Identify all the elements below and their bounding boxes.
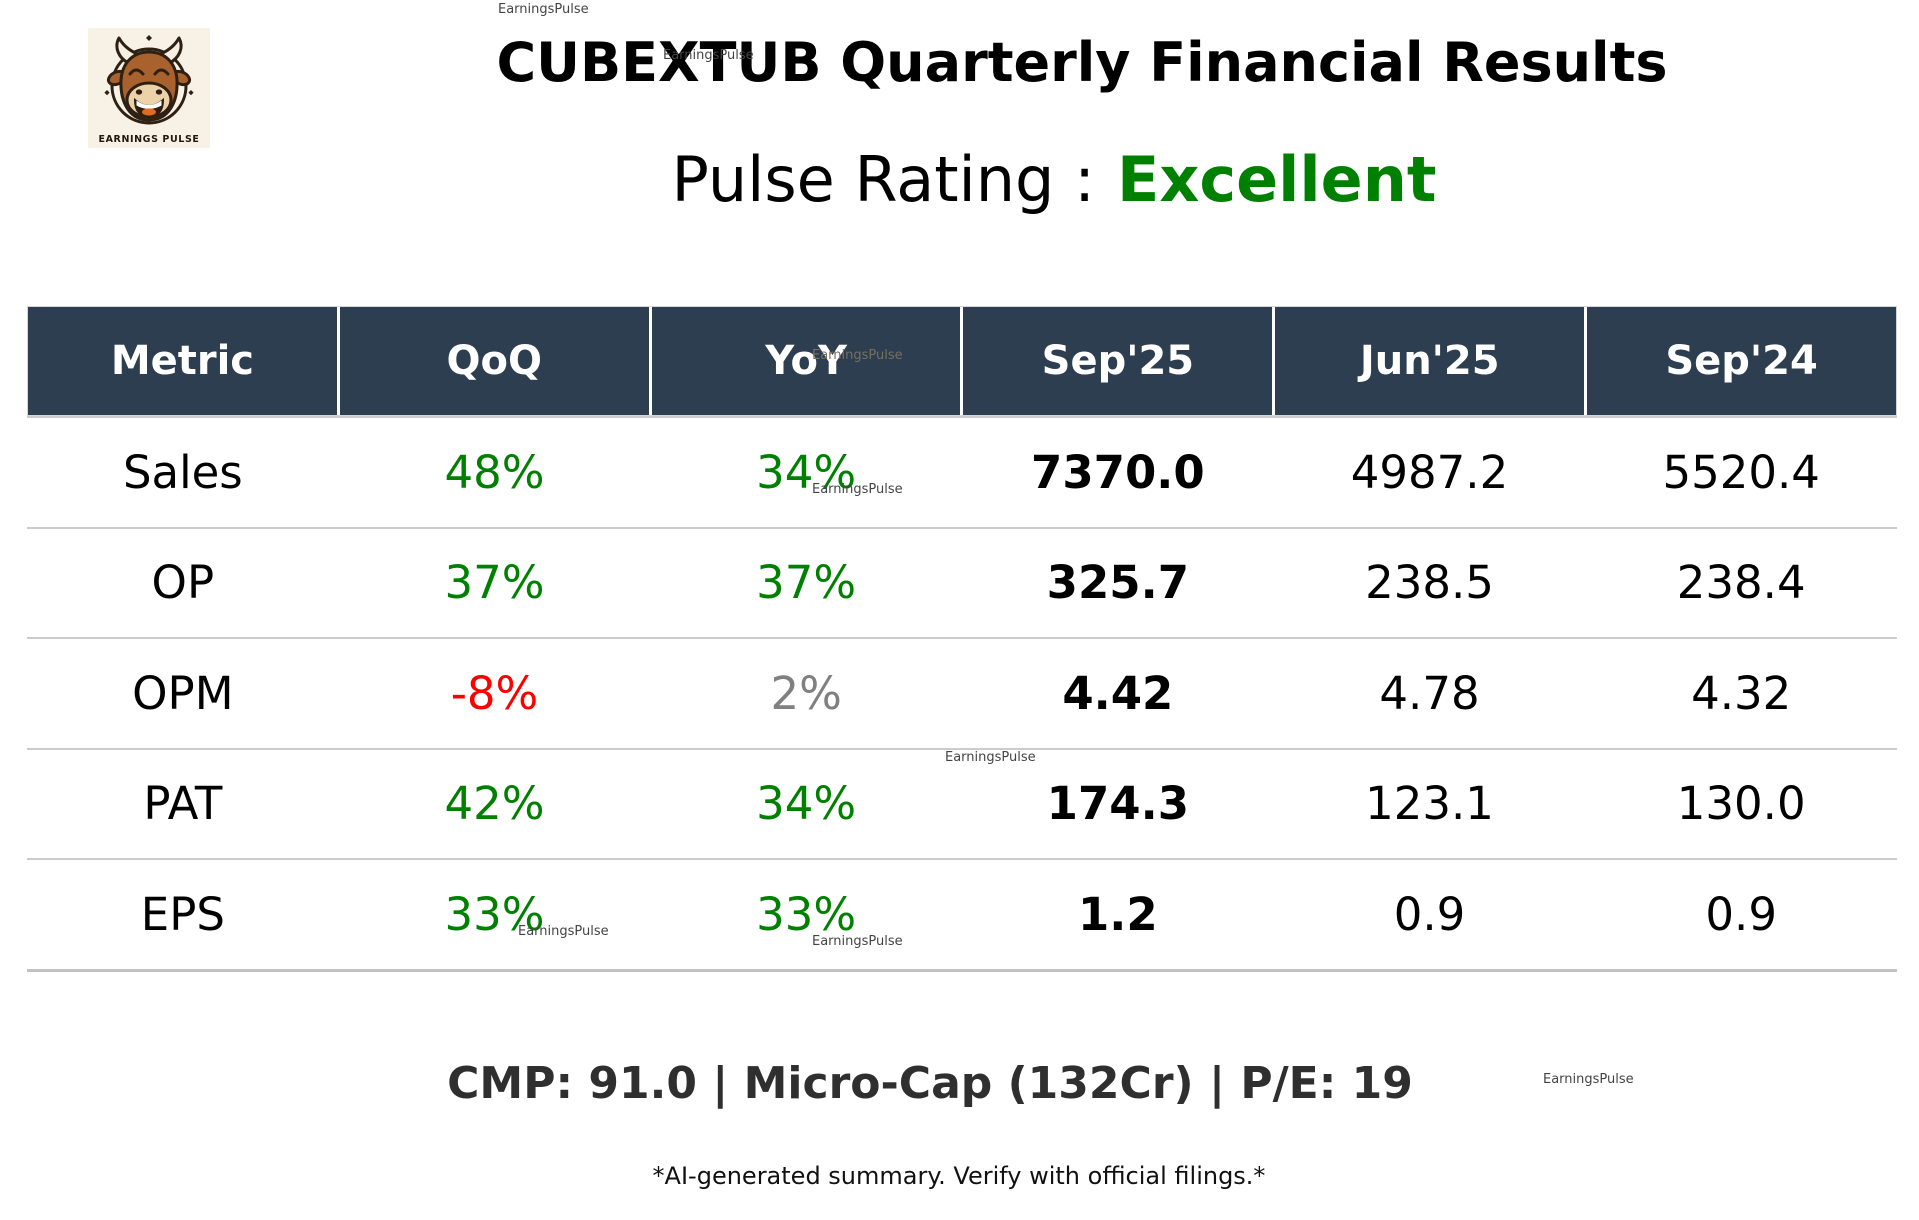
- table-row-pat: PAT 42% 34% 174.3 123.1 130.0: [27, 750, 1897, 860]
- table-header-row: Metric QoQ YoY Sep'25 Jun'25 Sep'24: [27, 306, 1897, 416]
- sep24-cell: 130.0: [1676, 777, 1806, 831]
- column-header-sep25: Sep'25: [963, 307, 1276, 415]
- pulse-rating-value: Excellent: [1116, 143, 1437, 216]
- sep25-cell: 325.7: [1046, 556, 1190, 610]
- earningspulse-watermark: EarningsPulse: [812, 348, 903, 363]
- pulse-rating-line: Pulse Rating : Excellent: [671, 143, 1437, 216]
- qoq-cell: 48%: [444, 445, 545, 499]
- earningspulse-watermark: EarningsPulse: [945, 750, 1036, 765]
- earningspulse-watermark: EarningsPulse: [518, 924, 609, 939]
- column-header-qoq: QoQ: [339, 307, 652, 415]
- metric-cell: EPS: [140, 887, 225, 941]
- column-header-jun25: Jun'25: [1275, 307, 1588, 415]
- earnings-pulse-logo: EARNINGS PULSE: [88, 28, 210, 148]
- table-row-sales: Sales 48% 34% 7370.0 4987.2 5520.4: [27, 418, 1897, 529]
- jun25-cell: 123.1: [1365, 777, 1494, 831]
- qoq-cell: 37%: [444, 556, 545, 610]
- column-header-yoy: YoY: [651, 307, 964, 415]
- yoy-cell: 34%: [756, 777, 857, 831]
- yoy-cell: 37%: [756, 556, 857, 610]
- earningspulse-watermark: EarningsPulse: [1543, 1072, 1634, 1087]
- sep24-cell: 4.32: [1691, 666, 1792, 720]
- yoy-cell: 33%: [756, 887, 857, 941]
- metric-cell: Sales: [122, 445, 243, 499]
- earningspulse-watermark: EarningsPulse: [812, 482, 903, 497]
- jun25-cell: 4987.2: [1350, 445, 1509, 499]
- logo-caption: EARNINGS PULSE: [98, 134, 199, 145]
- jun25-cell: 4.78: [1379, 666, 1480, 720]
- cmp-summary-line: CMP: 91.0 | Micro-Cap (132Cr) | P/E: 19: [447, 1058, 1413, 1109]
- bull-logo-icon: EARNINGS PULSE: [88, 28, 210, 148]
- disclaimer-text: *AI-generated summary. Verify with offic…: [652, 1162, 1266, 1190]
- metric-cell: PAT: [143, 777, 223, 831]
- yoy-cell: 2%: [770, 666, 842, 720]
- qoq-cell: -8%: [450, 666, 539, 720]
- page-title: CUBEXTUB Quarterly Financial Results: [496, 31, 1668, 94]
- yoy-cell: 34%: [756, 445, 857, 499]
- table-row-eps: EPS 33% 33% 1.2 0.9 0.9: [27, 860, 1897, 972]
- column-header-sep24: Sep'24: [1587, 307, 1896, 415]
- earningspulse-watermark: EarningsPulse: [498, 2, 589, 17]
- table-row-opm: OPM -8% 2% 4.42 4.78 4.32: [27, 639, 1897, 750]
- table-body: Sales 48% 34% 7370.0 4987.2 5520.4 OP 37% 37% 325…: [27, 416, 1897, 972]
- sep24-cell: 0.9: [1705, 887, 1777, 941]
- sep25-cell: 174.3: [1046, 777, 1190, 831]
- earningspulse-watermark: EarningsPulse: [812, 934, 903, 949]
- metric-cell: OPM: [132, 666, 234, 720]
- qoq-cell: 33%: [444, 887, 545, 941]
- metric-cell: OP: [151, 556, 215, 610]
- sep25-cell: 4.42: [1062, 666, 1174, 720]
- sep24-cell: 238.4: [1676, 556, 1806, 610]
- qoq-cell: 42%: [444, 777, 545, 831]
- pulse-rating-label: Pulse Rating :: [671, 143, 1095, 216]
- table-row-op: OP 37% 37% 325.7 238.5 238.4: [27, 529, 1897, 639]
- jun25-cell: 238.5: [1365, 556, 1494, 610]
- earningspulse-watermark: EarningsPulse: [663, 48, 754, 63]
- sep25-cell: 7370.0: [1031, 445, 1205, 499]
- column-header-metric: Metric: [28, 307, 340, 415]
- jun25-cell: 0.9: [1393, 887, 1466, 941]
- financial-results-table: Metric QoQ YoY Sep'25 Jun'25 Sep'24 Sale…: [27, 306, 1897, 972]
- sep24-cell: 5520.4: [1662, 445, 1820, 499]
- sep25-cell: 1.2: [1077, 887, 1158, 941]
